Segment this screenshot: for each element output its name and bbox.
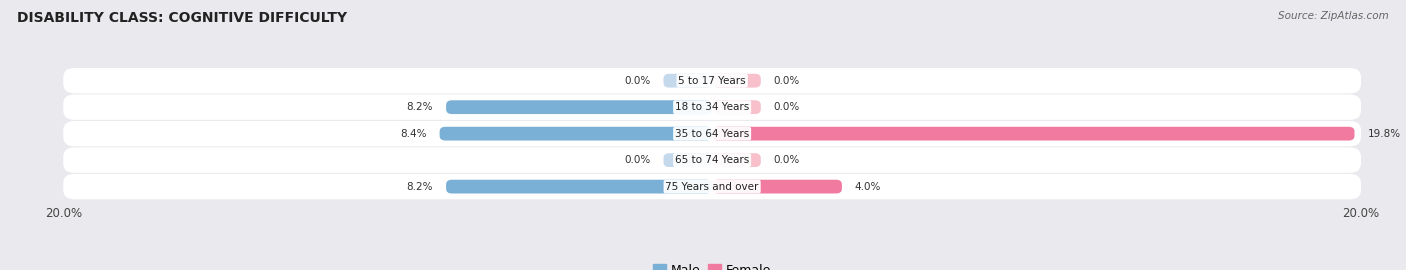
Legend: Male, Female: Male, Female xyxy=(648,259,776,270)
FancyBboxPatch shape xyxy=(713,180,842,194)
FancyBboxPatch shape xyxy=(713,74,761,87)
Text: 8.2%: 8.2% xyxy=(406,102,433,112)
FancyBboxPatch shape xyxy=(63,94,1361,120)
FancyBboxPatch shape xyxy=(664,74,713,87)
Text: Source: ZipAtlas.com: Source: ZipAtlas.com xyxy=(1278,11,1389,21)
FancyBboxPatch shape xyxy=(63,121,1361,146)
FancyBboxPatch shape xyxy=(664,153,713,167)
FancyBboxPatch shape xyxy=(63,147,1361,173)
Text: 8.4%: 8.4% xyxy=(401,129,426,139)
FancyBboxPatch shape xyxy=(446,180,713,194)
FancyBboxPatch shape xyxy=(713,153,761,167)
FancyBboxPatch shape xyxy=(63,68,1361,93)
Text: 19.8%: 19.8% xyxy=(1368,129,1400,139)
Text: 75 Years and over: 75 Years and over xyxy=(665,182,759,192)
Text: 18 to 34 Years: 18 to 34 Years xyxy=(675,102,749,112)
Text: 0.0%: 0.0% xyxy=(624,155,651,165)
FancyBboxPatch shape xyxy=(446,100,713,114)
Text: 35 to 64 Years: 35 to 64 Years xyxy=(675,129,749,139)
Text: 5 to 17 Years: 5 to 17 Years xyxy=(678,76,747,86)
FancyBboxPatch shape xyxy=(440,127,713,140)
Text: 0.0%: 0.0% xyxy=(773,76,800,86)
Text: 0.0%: 0.0% xyxy=(773,155,800,165)
Text: 0.0%: 0.0% xyxy=(773,102,800,112)
FancyBboxPatch shape xyxy=(63,174,1361,199)
Text: 8.2%: 8.2% xyxy=(406,182,433,192)
FancyBboxPatch shape xyxy=(713,127,1354,140)
FancyBboxPatch shape xyxy=(713,100,761,114)
Text: 0.0%: 0.0% xyxy=(624,76,651,86)
Text: 4.0%: 4.0% xyxy=(855,182,882,192)
Text: DISABILITY CLASS: COGNITIVE DIFFICULTY: DISABILITY CLASS: COGNITIVE DIFFICULTY xyxy=(17,11,347,25)
Text: 65 to 74 Years: 65 to 74 Years xyxy=(675,155,749,165)
